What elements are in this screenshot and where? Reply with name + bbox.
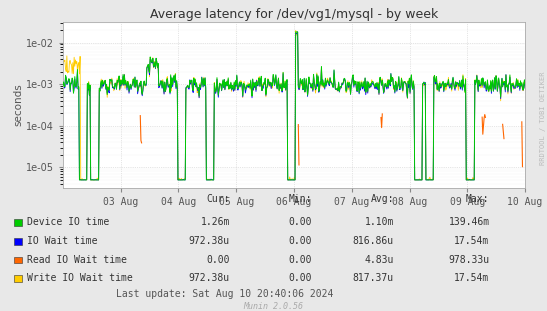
- Text: 0.00: 0.00: [288, 255, 312, 265]
- Text: Max:: Max:: [466, 194, 490, 204]
- Text: 817.37u: 817.37u: [353, 273, 394, 283]
- Text: 816.86u: 816.86u: [353, 236, 394, 246]
- Text: Avg:: Avg:: [370, 194, 394, 204]
- Title: Average latency for /dev/vg1/mysql - by week: Average latency for /dev/vg1/mysql - by …: [150, 7, 438, 21]
- Text: 0.00: 0.00: [288, 273, 312, 283]
- Text: 1.10m: 1.10m: [364, 217, 394, 227]
- Text: Read IO Wait time: Read IO Wait time: [27, 255, 127, 265]
- Text: 139.46m: 139.46m: [449, 217, 490, 227]
- Text: 972.38u: 972.38u: [189, 236, 230, 246]
- Text: Last update: Sat Aug 10 20:40:06 2024: Last update: Sat Aug 10 20:40:06 2024: [117, 289, 334, 299]
- Text: 0.00: 0.00: [288, 236, 312, 246]
- Text: Write IO Wait time: Write IO Wait time: [27, 273, 132, 283]
- Text: 17.54m: 17.54m: [455, 236, 490, 246]
- Text: 0.00: 0.00: [206, 255, 230, 265]
- Text: Device IO time: Device IO time: [27, 217, 109, 227]
- Text: Cur:: Cur:: [206, 194, 230, 204]
- Text: 978.33u: 978.33u: [449, 255, 490, 265]
- Text: 17.54m: 17.54m: [455, 273, 490, 283]
- Text: RRDTOOL / TOBI OETIKER: RRDTOOL / TOBI OETIKER: [540, 72, 546, 165]
- Text: 972.38u: 972.38u: [189, 273, 230, 283]
- Y-axis label: seconds: seconds: [13, 84, 23, 126]
- Text: 1.26m: 1.26m: [200, 217, 230, 227]
- Text: IO Wait time: IO Wait time: [27, 236, 97, 246]
- Text: Munin 2.0.56: Munin 2.0.56: [243, 301, 304, 310]
- Text: 4.83u: 4.83u: [364, 255, 394, 265]
- Text: Min:: Min:: [288, 194, 312, 204]
- Text: 0.00: 0.00: [288, 217, 312, 227]
